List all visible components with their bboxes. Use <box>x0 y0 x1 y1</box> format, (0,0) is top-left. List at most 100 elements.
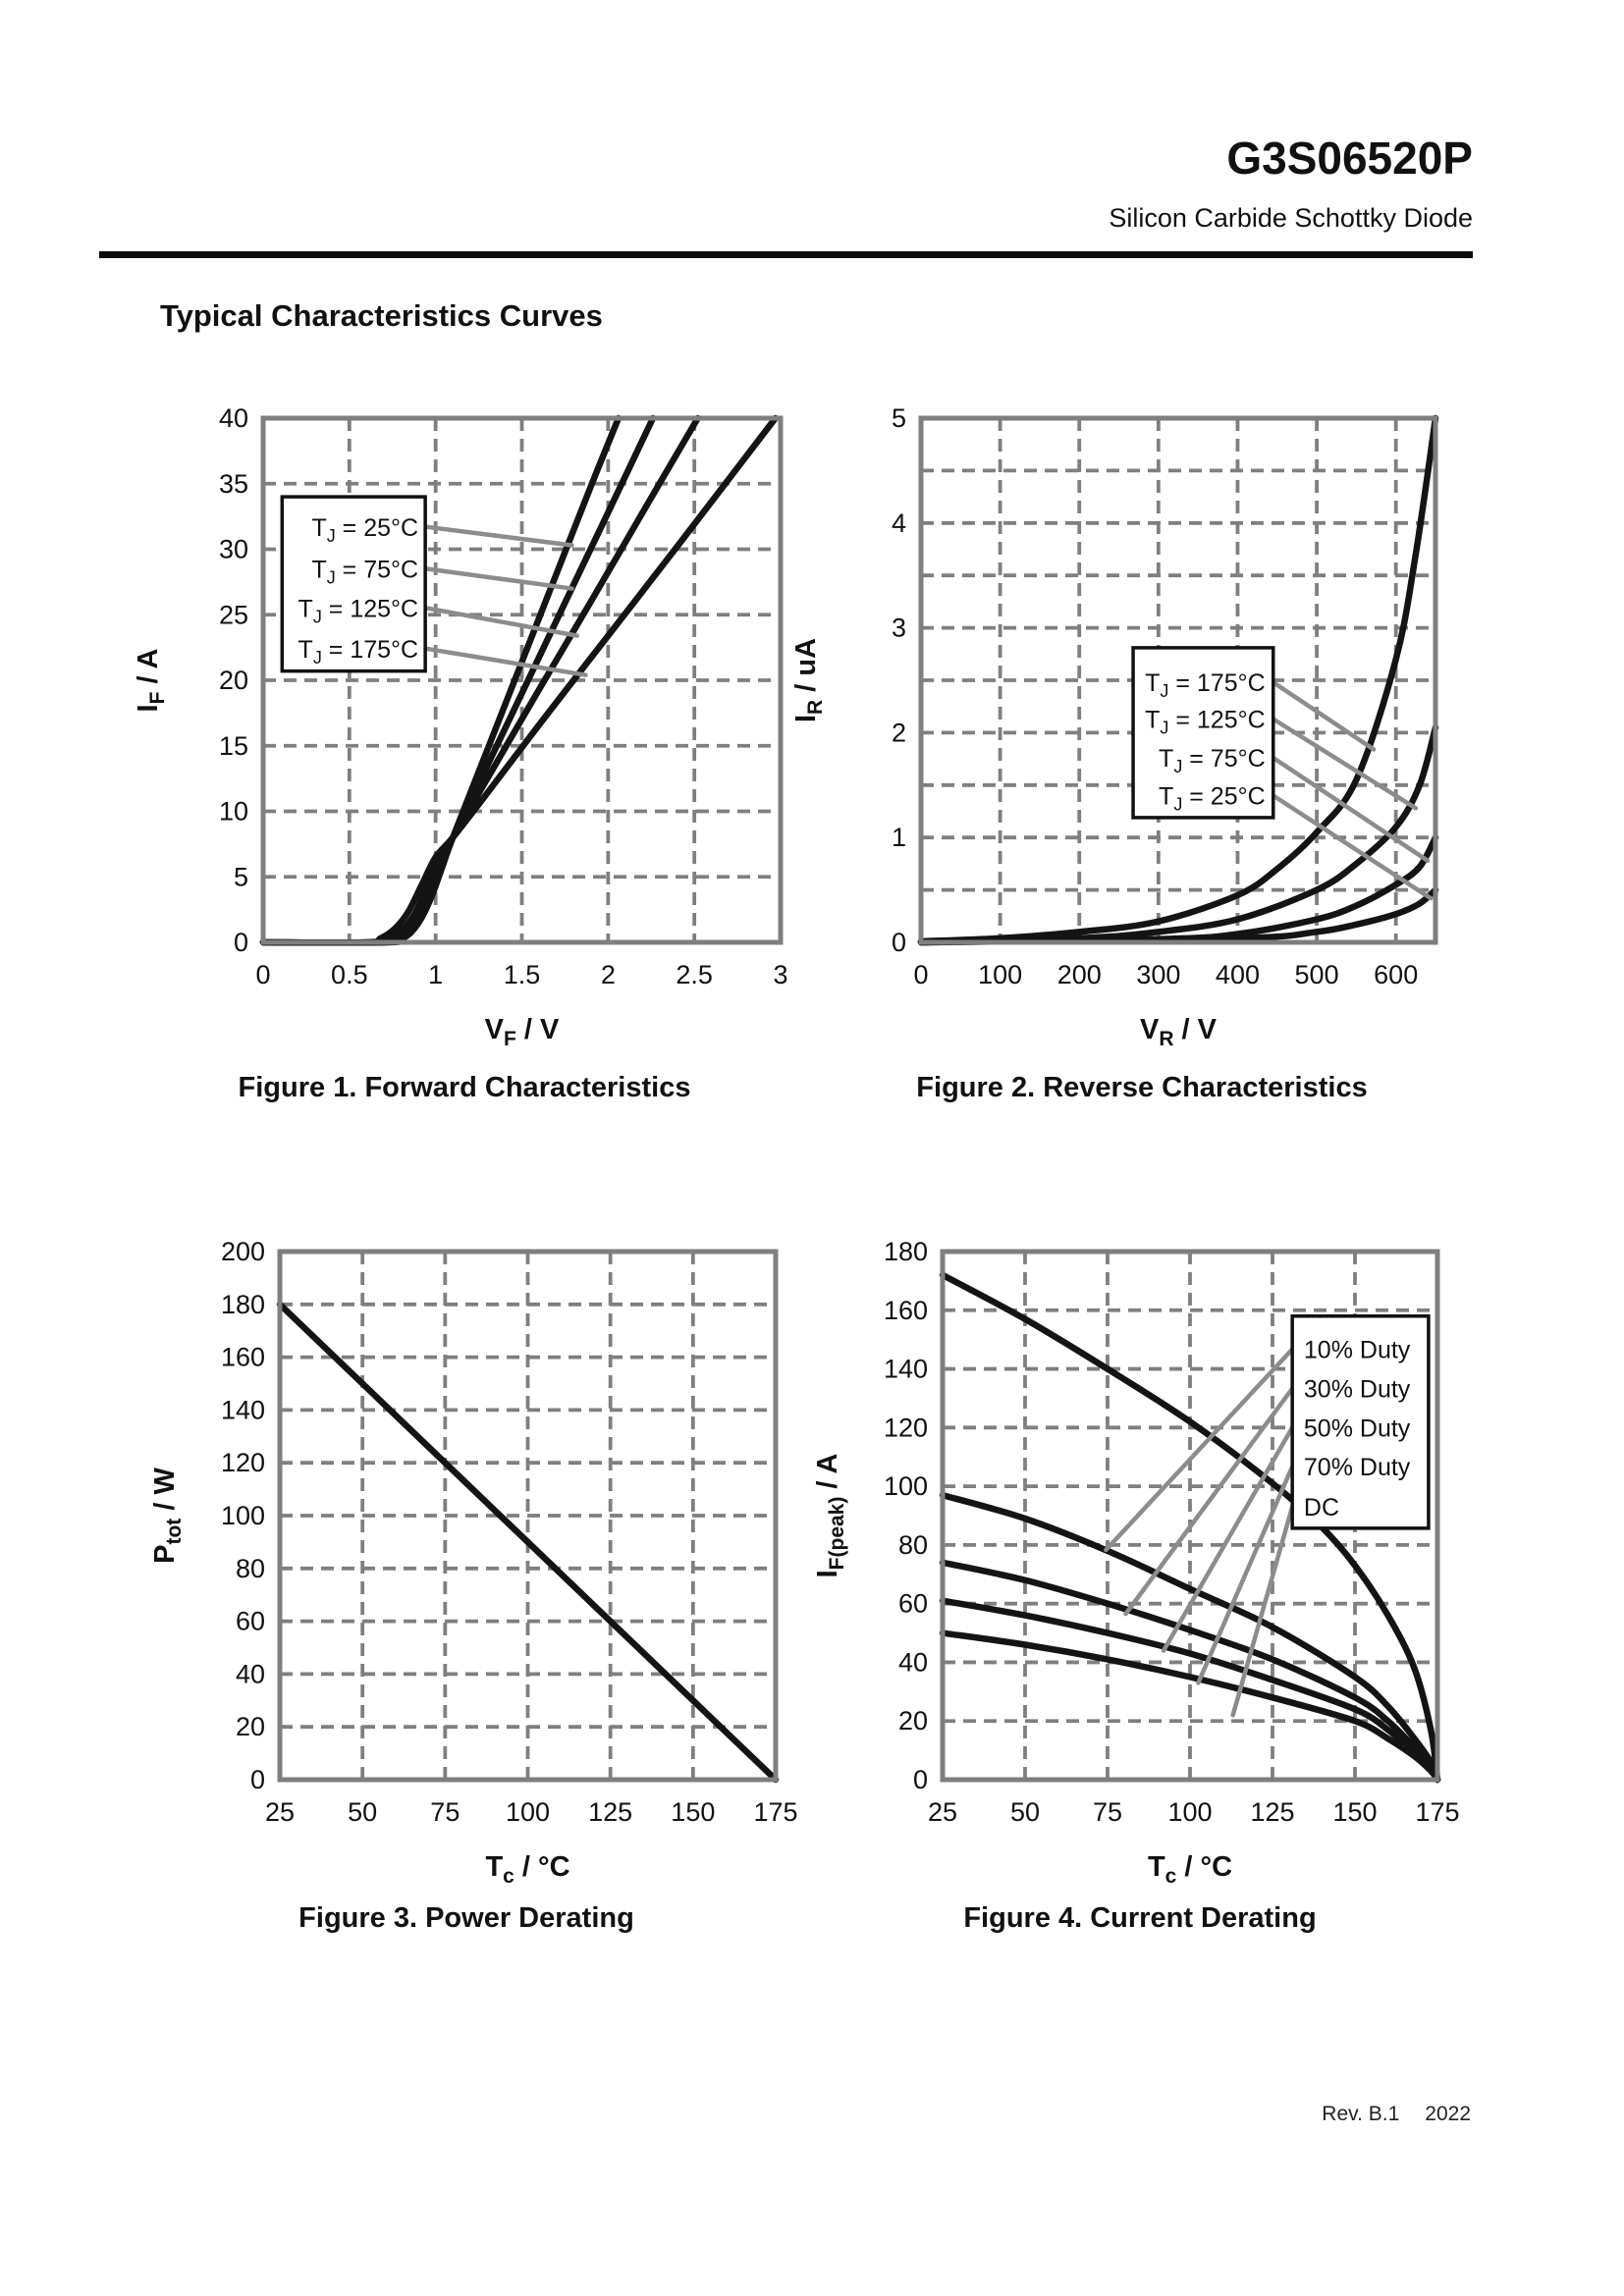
figure-4-caption: Figure 4. Current Derating <box>963 1902 1317 1934</box>
y-tick-label: 20 <box>898 1706 928 1735</box>
x-axis-label: VF / V <box>485 1014 560 1050</box>
x-tick-label: 100 <box>506 1797 550 1827</box>
figure-3-caption: Figure 3. Power Derating <box>298 1902 634 1934</box>
y-tick-label: 2 <box>892 718 906 747</box>
y-axis-label: IF / A <box>133 648 169 712</box>
legend-box <box>1290 1314 1431 1530</box>
y-tick-label: 10 <box>219 797 248 827</box>
header-rule <box>99 251 1473 258</box>
x-axis-label: VR / V <box>1140 1014 1218 1050</box>
x-tick-label: 100 <box>1167 1797 1212 1827</box>
x-tick-label: 0 <box>255 960 270 989</box>
x-tick-label: 175 <box>753 1797 797 1827</box>
y-tick-label: 35 <box>219 469 248 499</box>
figure-1-forward-characteristics-chart: TJ = 25°C TJ = 75°C TJ = 125°C TJ = 175°C 0 0… <box>133 403 788 1050</box>
legend-label-tj-75-c: TJ = 75°C <box>311 557 418 588</box>
y-axis-label: IR / uA <box>790 638 827 722</box>
plot-border <box>918 415 1438 945</box>
figure-3-power-derating-chart: 25 50 75 100 125 150 175 0 20 40 60 80 100 120 140 160 1… <box>149 1237 798 1888</box>
y-tick-label: 60 <box>898 1589 928 1619</box>
x-tick-label: 150 <box>1332 1797 1377 1827</box>
series-curves <box>276 1301 780 1784</box>
y-tick-label: 140 <box>884 1355 928 1384</box>
x-tick-label: 75 <box>1093 1797 1122 1827</box>
y-tick-label: 40 <box>236 1659 265 1688</box>
legend-callout-lines <box>424 524 588 677</box>
device-type-subtitle: Silicon Carbide Schottky Diode <box>1109 203 1473 233</box>
y-tick-label: 20 <box>219 666 248 695</box>
plot-border <box>277 1249 779 1783</box>
y-axis-label: IF(peak) / A <box>812 1454 848 1578</box>
y-tick-label: 100 <box>221 1501 265 1530</box>
series-curves <box>939 1271 1441 1784</box>
curve-tj-125-c <box>259 414 701 946</box>
y-tick-label: 1 <box>892 823 906 852</box>
legend-label-30-duty: 30% Duty <box>1304 1376 1411 1404</box>
y-tick-label: 120 <box>884 1413 928 1442</box>
x-tick-label: 0.5 <box>331 960 368 989</box>
curve-dc <box>939 1629 1441 1784</box>
x-tick-label: 400 <box>1216 960 1260 989</box>
x-tick-label: 2.5 <box>676 960 713 989</box>
legend-label-10-duty: 10% Duty <box>1304 1337 1411 1364</box>
y-tick-label: 5 <box>234 862 248 891</box>
legend-label-dc: DC <box>1304 1494 1339 1522</box>
y-tick-label: 160 <box>221 1343 265 1372</box>
y-tick-label: 3 <box>892 614 906 643</box>
x-tick-label: 50 <box>1010 1797 1040 1827</box>
curve-ptot <box>276 1301 780 1784</box>
gridlines <box>280 1252 776 1780</box>
legend-box <box>1131 646 1275 820</box>
legend-label-tj-25-c: TJ = 25°C <box>311 514 418 546</box>
legend-label-70-duty: 70% Duty <box>1304 1454 1411 1481</box>
x-tick-label: 75 <box>430 1797 460 1827</box>
y-tick-label: 40 <box>898 1647 928 1677</box>
x-tick-label: 500 <box>1295 960 1339 989</box>
figure-1-caption: Figure 1. Forward Characteristics <box>238 1072 691 1103</box>
legend-label-tj-125-c: TJ = 125°C <box>298 596 419 627</box>
y-tick-label: 100 <box>884 1471 928 1501</box>
y-tick-label: 180 <box>221 1290 265 1319</box>
part-number-title: G3S06520P <box>1226 133 1473 184</box>
x-tick-label: 25 <box>928 1797 957 1827</box>
y-tick-label: 120 <box>221 1448 265 1477</box>
legend-callout-lines <box>1104 1347 1295 1718</box>
y-tick-label: 60 <box>236 1607 265 1636</box>
curve-tj-175-c <box>917 414 1439 945</box>
year-label: 2022 <box>1425 2103 1471 2125</box>
x-tick-label: 125 <box>1250 1797 1294 1827</box>
y-tick-label: 0 <box>892 928 906 957</box>
legend-label-tj-125-c: TJ = 125°C <box>1145 707 1266 738</box>
y-tick-label: 0 <box>913 1765 928 1794</box>
x-tick-label: 300 <box>1136 960 1180 989</box>
legend-box <box>280 495 427 673</box>
y-tick-label: 20 <box>236 1712 265 1741</box>
figure-4-current-derating-chart: 10% Duty 30% Duty 50% Duty 70% Duty DC 25 50 75… <box>812 1237 1460 1888</box>
series-curves <box>259 414 779 946</box>
page-footer: Rev. B.1 2022 <box>1178 2103 1471 2126</box>
y-tick-label: 30 <box>219 535 248 564</box>
x-tick-label: 0 <box>913 960 928 989</box>
curve-tj-175-c <box>259 414 779 946</box>
x-tick-label: 125 <box>588 1797 632 1827</box>
y-tick-label: 80 <box>236 1554 265 1583</box>
figure-2-reverse-characteristics-chart: TJ = 175°C TJ = 125°C TJ = 75°C TJ = 25°C 0 1… <box>790 403 1439 1050</box>
plot-border <box>260 415 784 945</box>
x-axis-label: Tc / °C <box>485 1851 569 1888</box>
y-tick-label: 0 <box>250 1765 265 1794</box>
revision-label: Rev. B.1 <box>1322 2103 1400 2125</box>
x-tick-label: 175 <box>1415 1797 1459 1827</box>
x-tick-label: 50 <box>348 1797 377 1827</box>
x-tick-label: 1.5 <box>504 960 541 989</box>
y-tick-label: 4 <box>892 508 906 538</box>
y-tick-label: 5 <box>892 403 906 433</box>
legend-callout-lines <box>1271 679 1434 901</box>
y-tick-label: 200 <box>221 1237 265 1266</box>
x-axis-label: Tc / °C <box>1148 1851 1232 1888</box>
legend-label-tj-175-c: TJ = 175°C <box>298 636 419 667</box>
plot-border <box>940 1249 1440 1783</box>
y-tick-label: 160 <box>884 1296 928 1325</box>
curve-30-duty <box>939 1491 1441 1784</box>
curve-50-duty <box>939 1559 1441 1784</box>
